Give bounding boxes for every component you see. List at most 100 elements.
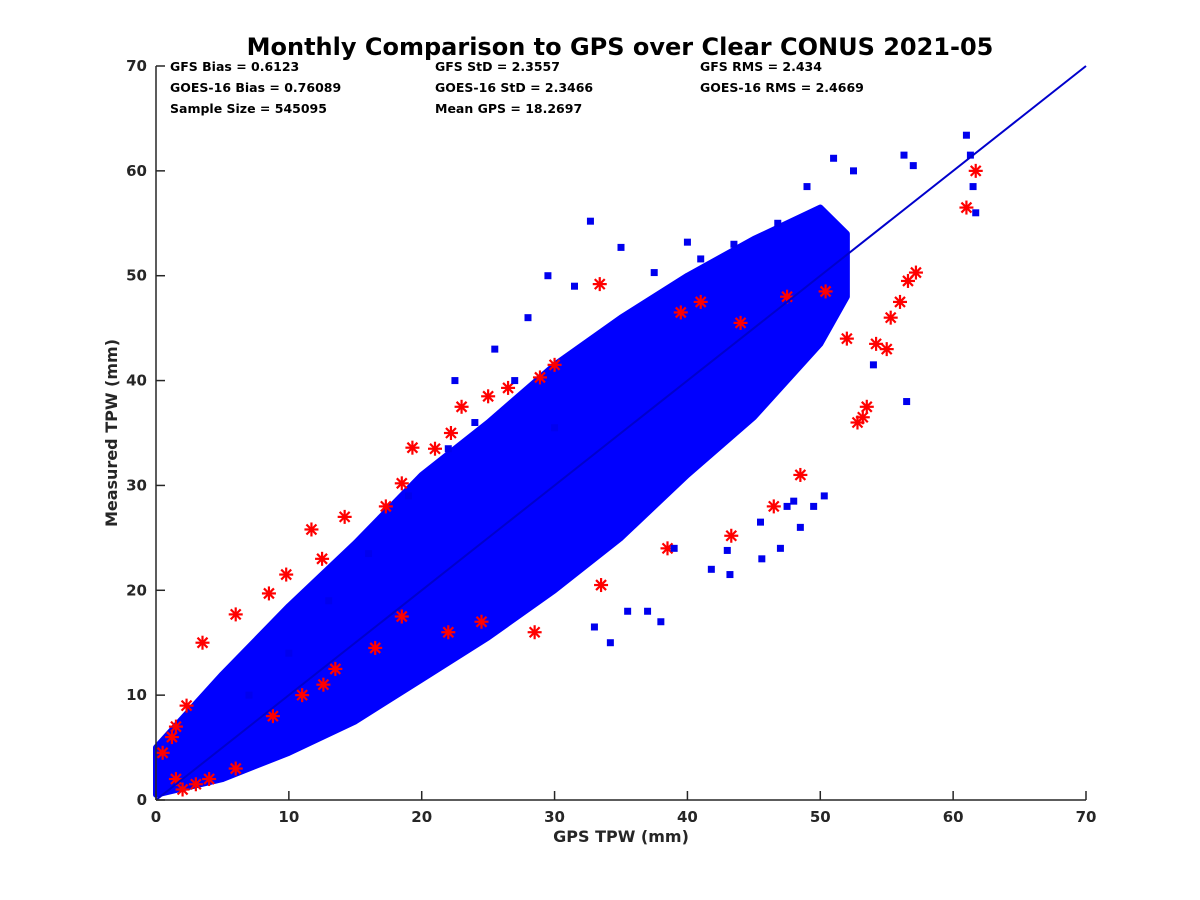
- x-tick-label: 20: [411, 808, 432, 826]
- asterisk-point: [883, 310, 898, 325]
- stat-gfs-bias: GFS Bias = 0.6123: [170, 59, 299, 74]
- square-point: [451, 377, 459, 385]
- asterisk-point: [869, 336, 884, 351]
- asterisk-point: [202, 772, 217, 787]
- square-point: [697, 255, 705, 263]
- asterisk-point: [908, 265, 923, 280]
- square-point: [551, 424, 559, 432]
- asterisk-point: [179, 698, 194, 713]
- asterisk-point: [454, 399, 469, 414]
- asterisk-point: [337, 509, 352, 524]
- square-point: [969, 183, 977, 191]
- stat-goes16-std: GOES-16 StD = 2.3466: [435, 80, 593, 95]
- square-point: [909, 162, 917, 170]
- asterisk-point: [228, 761, 243, 776]
- asterisk-point: [295, 688, 310, 703]
- asterisk-point: [850, 415, 865, 430]
- asterisk-point: [279, 567, 294, 582]
- asterisk-point: [724, 528, 739, 543]
- asterisk-point: [164, 730, 179, 745]
- square-point: [471, 419, 479, 427]
- x-tick-label: 0: [151, 808, 161, 826]
- square-point: [544, 272, 552, 280]
- square-point: [774, 219, 782, 227]
- square-point: [972, 209, 980, 217]
- stat-goes16-rms: GOES-16 RMS = 2.4669: [700, 80, 864, 95]
- square-point: [325, 597, 333, 605]
- square-point: [820, 492, 828, 500]
- square-point: [810, 502, 818, 510]
- asterisk-point: [481, 389, 496, 404]
- stat-gfs-std: GFS StD = 2.3557: [435, 59, 560, 74]
- asterisk-point: [328, 661, 343, 676]
- asterisk-point: [532, 370, 547, 385]
- square-point: [511, 377, 519, 385]
- plot-area: [153, 65, 1087, 801]
- asterisk-point: [428, 441, 442, 456]
- x-tick-label: 70: [1076, 808, 1097, 826]
- asterisk-point: [405, 440, 420, 455]
- y-tick-label: 0: [137, 791, 147, 809]
- square-point: [730, 240, 738, 248]
- square-point: [790, 497, 798, 505]
- asterisk-point: [155, 745, 170, 760]
- asterisk-point: [879, 342, 894, 357]
- asterisk-point: [501, 380, 516, 395]
- asterisk-point: [304, 522, 319, 537]
- asterisk-point: [594, 578, 609, 593]
- asterisk-point: [316, 677, 331, 692]
- square-point: [524, 314, 532, 322]
- square-point: [803, 183, 811, 191]
- y-tick-label: 30: [126, 476, 147, 494]
- asterisk-point: [175, 782, 190, 797]
- asterisk-point: [766, 499, 781, 514]
- square-point: [285, 649, 293, 657]
- square-point: [962, 131, 970, 139]
- square-point: [966, 151, 974, 159]
- one-to-one-line: [155, 65, 1087, 801]
- x-tick-label: 30: [544, 808, 565, 826]
- asterisk-point: [693, 294, 708, 309]
- asterisk-point: [228, 607, 243, 622]
- square-point: [365, 550, 373, 558]
- stat-mean-gps: Mean GPS = 18.2697: [435, 101, 582, 116]
- square-point: [670, 544, 678, 552]
- asterisk-point: [441, 625, 456, 640]
- asterisk-point: [443, 426, 458, 440]
- asterisk-point: [168, 719, 183, 734]
- square-point: [571, 282, 578, 290]
- x-tick-label: 40: [677, 808, 698, 826]
- square-point: [900, 151, 908, 159]
- asterisk-point: [474, 614, 489, 629]
- square-point: [586, 217, 594, 225]
- stat-goes16-bias: GOES-16 Bias = 0.76089: [170, 80, 341, 95]
- asterisk-point: [394, 609, 409, 624]
- asterisk-point: [527, 625, 542, 640]
- chart-title: Monthly Comparison to GPS over Clear CON…: [247, 33, 994, 61]
- square-point: [757, 518, 764, 526]
- asterisk-point: [673, 305, 688, 320]
- square-point: [903, 398, 911, 406]
- dense-point-cloud: [153, 204, 850, 798]
- square-point: [850, 167, 857, 175]
- square-point: [617, 243, 625, 251]
- asterisk-point: [261, 586, 276, 601]
- asterisk-point: [793, 467, 808, 482]
- square-point: [491, 345, 499, 353]
- asterisk-point: [547, 357, 562, 372]
- square-point: [796, 523, 804, 531]
- square-point: [245, 691, 253, 699]
- square-point: [683, 238, 691, 246]
- axis-ticks: 0 10 20 30 40 50 60 70 0 10 20 30 40 50 60 70: [126, 57, 1096, 826]
- square-point: [404, 492, 412, 500]
- square-point: [783, 502, 791, 510]
- asterisk-point: [893, 294, 907, 309]
- square-point: [726, 571, 734, 579]
- asterisk-point: [959, 200, 974, 215]
- asterisk-point: [592, 277, 607, 292]
- y-tick-label: 40: [126, 372, 147, 390]
- y-tick-label: 50: [126, 267, 147, 285]
- x-tick-label: 10: [278, 808, 299, 826]
- square-point: [758, 555, 766, 563]
